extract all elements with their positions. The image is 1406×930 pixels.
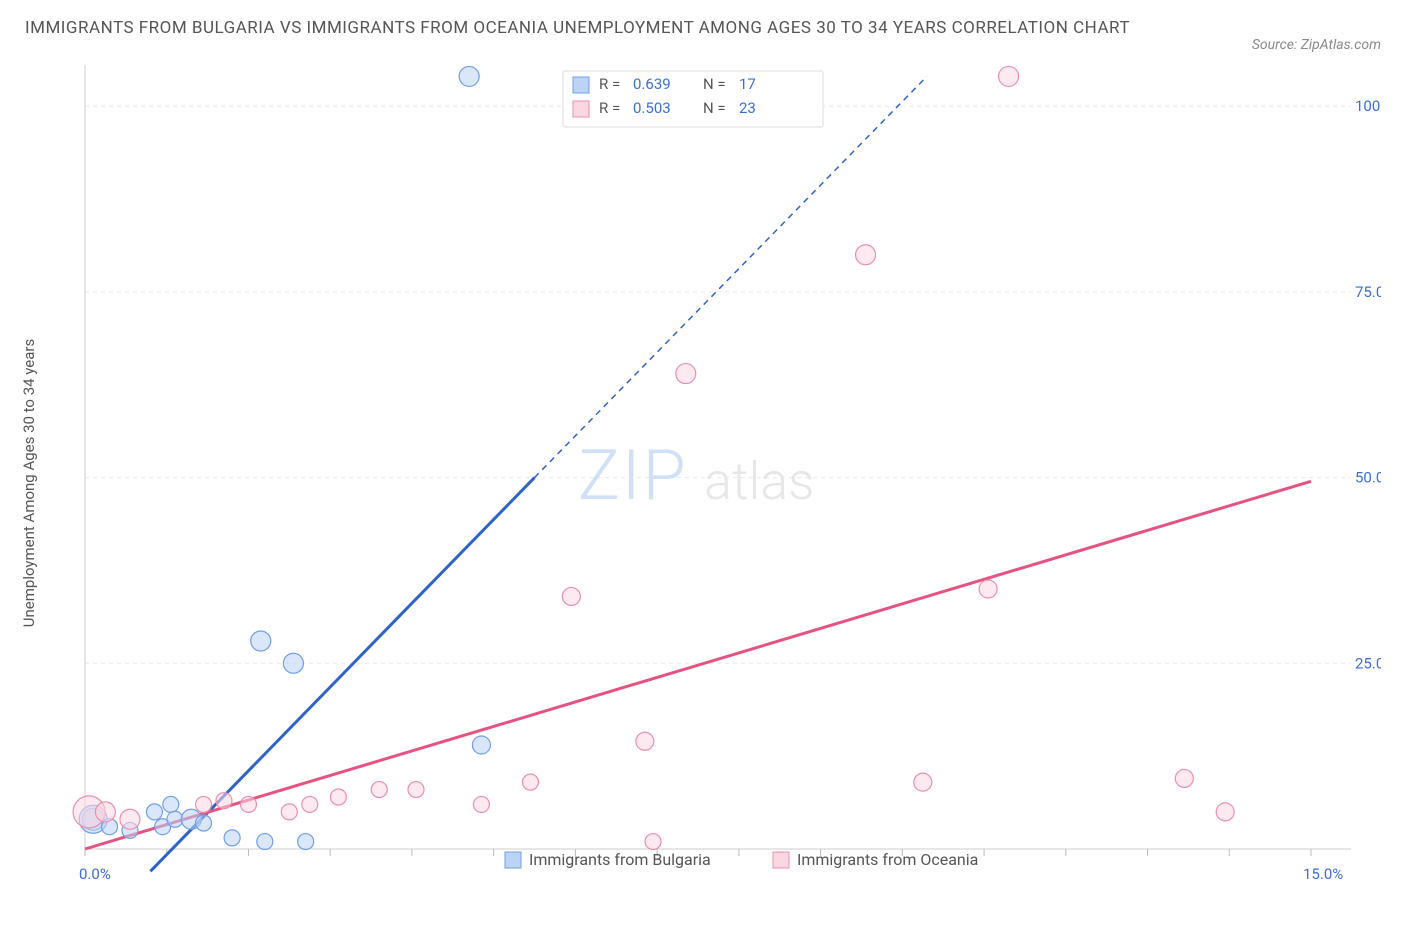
svg-text:Immigrants from Oceania: Immigrants from Oceania — [797, 850, 978, 869]
y-axis-label: Unemployment Among Ages 30 to 34 years — [20, 339, 38, 627]
svg-text:0.503: 0.503 — [633, 99, 671, 117]
source-attribution: Source: ZipAtlas.com — [1252, 15, 1381, 53]
svg-text:N =: N = — [703, 75, 726, 93]
svg-text:ZIP: ZIP — [578, 435, 688, 517]
correlation-scatter-chart: 25.0% 50.0% 75.0% 100.0% ZIP atlas 0.0% 15.0% R … — [25, 59, 1381, 889]
svg-text:23: 23 — [739, 99, 756, 117]
svg-text:17: 17 — [739, 75, 756, 93]
svg-text:N =: N = — [703, 99, 726, 117]
svg-text:R =: R = — [599, 99, 620, 117]
svg-text:25.0%: 25.0% — [1355, 654, 1381, 672]
svg-text:50.0%: 50.0% — [1355, 469, 1381, 487]
svg-text:0.0%: 0.0% — [79, 865, 111, 883]
chart-title: IMMIGRANTS FROM BULGARIA VS IMMIGRANTS F… — [25, 15, 1130, 42]
svg-text:Immigrants from Bulgaria: Immigrants from Bulgaria — [529, 850, 711, 869]
svg-text:75.0%: 75.0% — [1355, 283, 1381, 301]
svg-text:15.0%: 15.0% — [1303, 865, 1343, 883]
svg-text:atlas: atlas — [704, 451, 815, 512]
svg-text:0.639: 0.639 — [633, 75, 671, 93]
svg-text:R =: R = — [599, 75, 620, 93]
svg-text:100.0%: 100.0% — [1355, 97, 1381, 115]
